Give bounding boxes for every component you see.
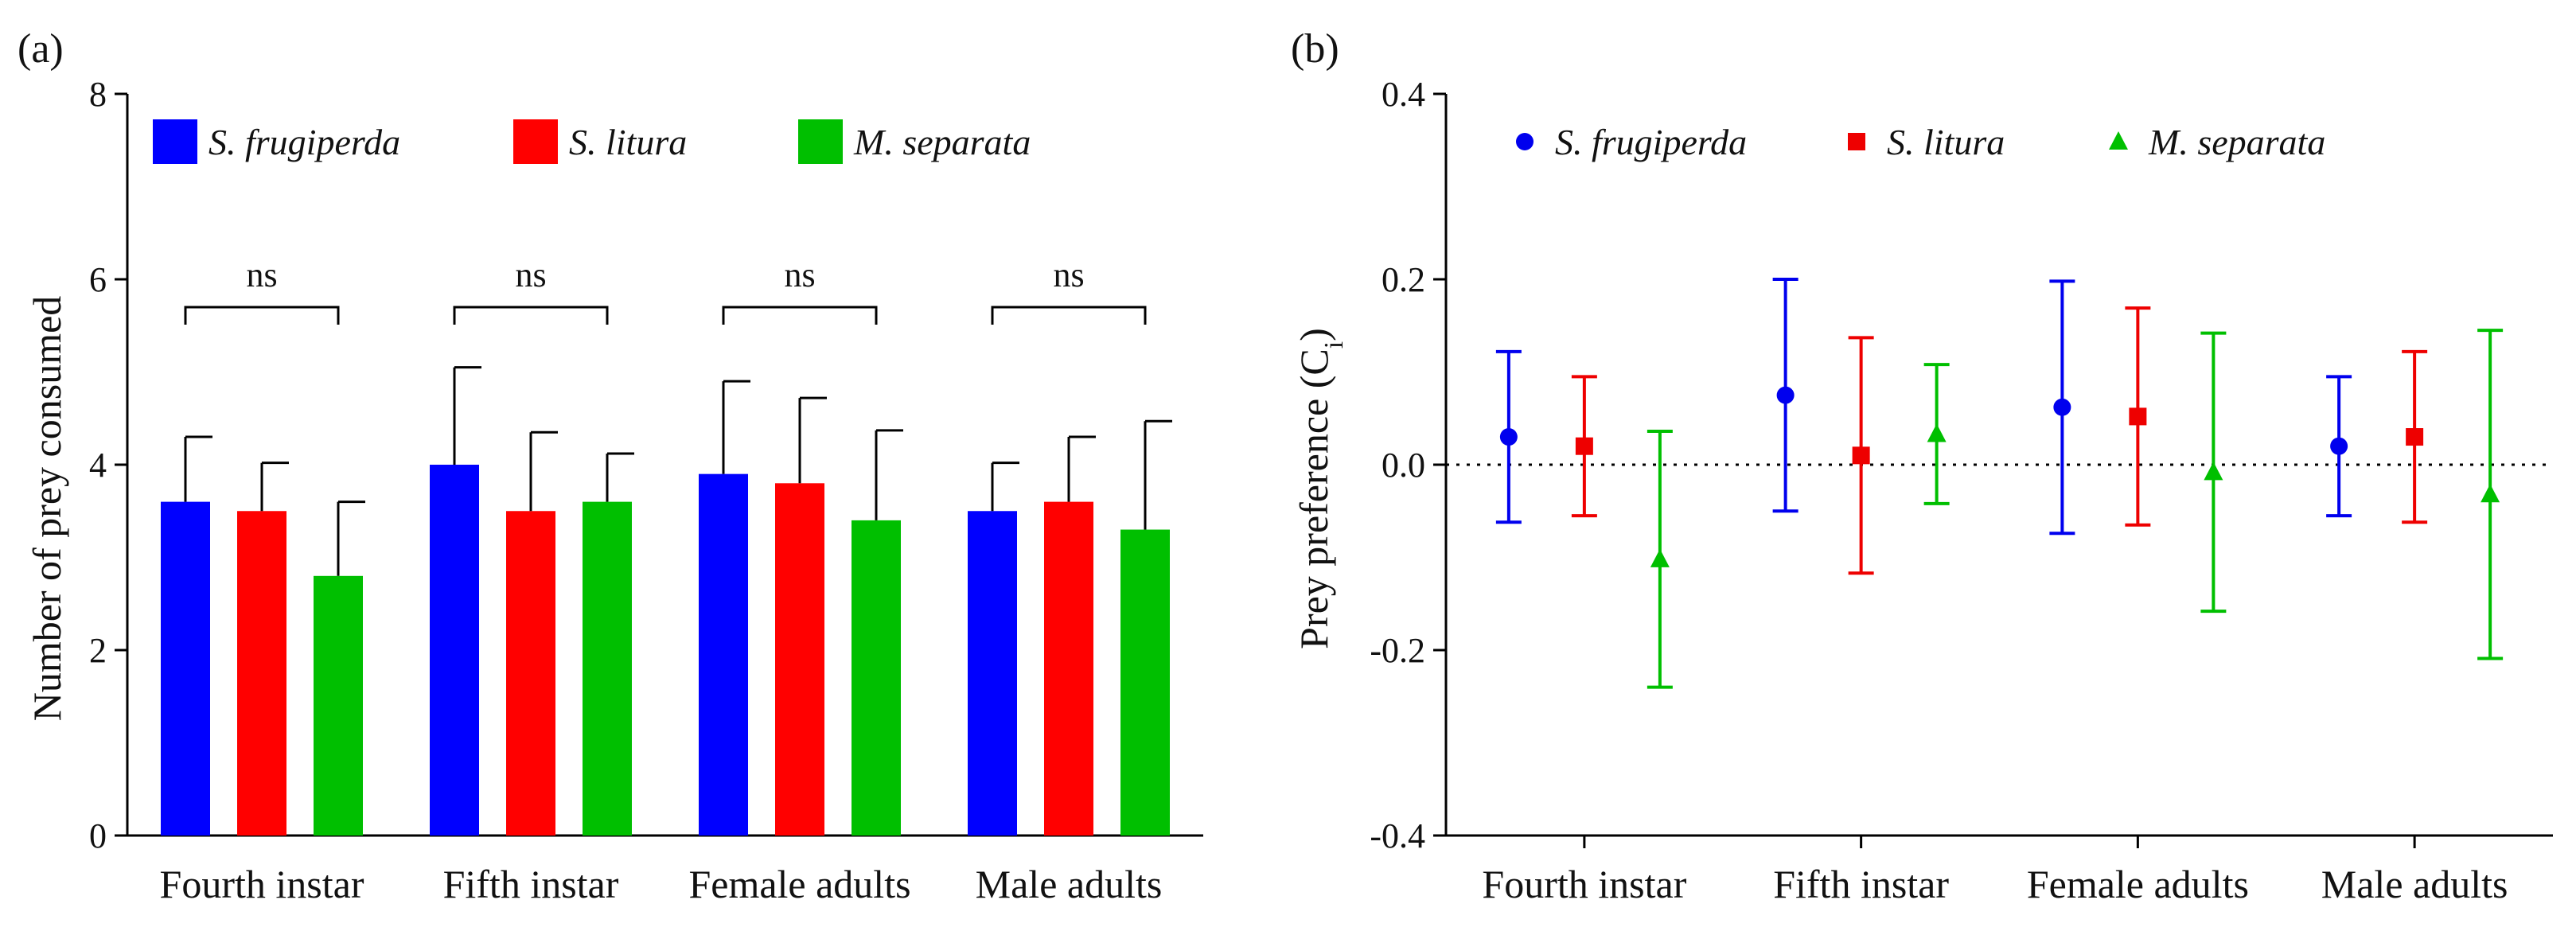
y-tick-label: -0.4 bbox=[1370, 816, 1425, 855]
bar-m-separata-fifth-instar bbox=[583, 501, 632, 836]
significance-label: ns bbox=[1053, 255, 1084, 294]
y-axis-title-main: Prey preference (C bbox=[1292, 349, 1336, 649]
y-tick-label: 6 bbox=[89, 260, 107, 299]
x-category-label: Fourth instar bbox=[1482, 862, 1686, 906]
panel-label: (b) bbox=[1291, 26, 1339, 72]
significance-label: ns bbox=[515, 255, 546, 294]
legend-marker-s-frugiperda bbox=[1516, 133, 1534, 150]
point-s-litura-fourth-instar bbox=[1575, 437, 1593, 455]
x-category-label: Fourth instar bbox=[160, 862, 364, 906]
bar-s-litura-female-adults bbox=[775, 483, 824, 836]
legend-marker-m-separata bbox=[2109, 131, 2128, 150]
legend-label-s-litura: S. litura bbox=[569, 122, 687, 162]
point-m-separata-fifth-instar bbox=[1927, 423, 1947, 442]
y-tick-label: -0.2 bbox=[1370, 631, 1425, 670]
bar-s-frugiperda-male-adults bbox=[968, 511, 1017, 836]
point-s-frugiperda-female-adults bbox=[2053, 398, 2071, 416]
y-axis-title: Prey preference (Ci) bbox=[1292, 328, 1349, 649]
point-m-separata-female-adults bbox=[2204, 462, 2223, 481]
y-axis-title: Number of prey consumed bbox=[25, 296, 69, 722]
legend-label-s-frugiperda: S. frugiperda bbox=[208, 122, 400, 162]
x-category-label: Male adults bbox=[976, 862, 1163, 906]
bar-s-litura-fifth-instar bbox=[506, 511, 555, 836]
legend-label-m-separata: M. separata bbox=[853, 122, 1031, 162]
point-s-litura-fifth-instar bbox=[1852, 446, 1870, 465]
y-tick-label: 2 bbox=[89, 631, 107, 670]
bar-s-frugiperda-fourth-instar bbox=[161, 501, 210, 836]
y-axis-title-subscript: i bbox=[1319, 341, 1349, 349]
y-tick-label: 0 bbox=[89, 816, 107, 855]
significance-bracket bbox=[991, 306, 1147, 325]
point-s-frugiperda-fourth-instar bbox=[1499, 428, 1518, 446]
legend-marker-s-litura bbox=[1848, 133, 1865, 150]
point-s-frugiperda-fifth-instar bbox=[1776, 386, 1795, 404]
significance-bracket bbox=[184, 306, 340, 325]
legend-swatch-s-frugiperda bbox=[153, 119, 197, 164]
bar-m-separata-male-adults bbox=[1120, 529, 1170, 836]
significance-label: ns bbox=[784, 255, 815, 294]
point-m-separata-male-adults bbox=[2481, 484, 2500, 503]
y-tick-label: 4 bbox=[89, 446, 107, 485]
y-axis-title-close: ) bbox=[1292, 328, 1336, 341]
bar-m-separata-fourth-instar bbox=[314, 575, 363, 836]
legend-label-m-separata: M. separata bbox=[2148, 122, 2325, 162]
significance-bracket bbox=[722, 306, 878, 325]
legend-swatch-m-separata bbox=[798, 119, 843, 164]
point-m-separata-fourth-instar bbox=[1650, 548, 1670, 567]
x-category-label: Fifth instar bbox=[1773, 862, 1949, 906]
point-s-frugiperda-male-adults bbox=[2330, 437, 2348, 455]
y-tick-label: 0.0 bbox=[1382, 446, 1425, 485]
legend-label-s-litura: S. litura bbox=[1887, 122, 2005, 162]
y-tick-label: 0.2 bbox=[1382, 260, 1425, 299]
panel-b: (b) -0.4 -0.2 0.0 0.2 0.4 Prey preference (Ci)… bbox=[1291, 26, 2553, 906]
x-category-label: Female adults bbox=[688, 862, 910, 906]
point-s-litura-female-adults bbox=[2129, 407, 2147, 426]
significance-bracket bbox=[453, 306, 609, 325]
legend-swatch-s-litura bbox=[513, 119, 558, 164]
significance-label: ns bbox=[246, 255, 277, 294]
x-category-label: Male adults bbox=[2321, 862, 2508, 906]
y-tick-label: 0.4 bbox=[1382, 75, 1425, 114]
y-tick-label: 8 bbox=[89, 75, 107, 114]
bar-s-frugiperda-female-adults bbox=[699, 473, 748, 836]
panel-label: (a) bbox=[18, 26, 64, 72]
bar-s-litura-fourth-instar bbox=[237, 511, 286, 836]
point-s-litura-male-adults bbox=[2406, 428, 2424, 446]
legend-label-s-frugiperda: S. frugiperda bbox=[1555, 122, 1747, 162]
bar-s-litura-male-adults bbox=[1044, 501, 1093, 836]
x-category-label: Female adults bbox=[2027, 862, 2249, 906]
panel-a: (a) 0 2 4 6 8 Number of prey consumed Fourth in… bbox=[18, 26, 1203, 906]
bar-s-frugiperda-fifth-instar bbox=[430, 465, 479, 836]
x-category-label: Fifth instar bbox=[443, 862, 619, 906]
bar-m-separata-female-adults bbox=[852, 520, 901, 836]
